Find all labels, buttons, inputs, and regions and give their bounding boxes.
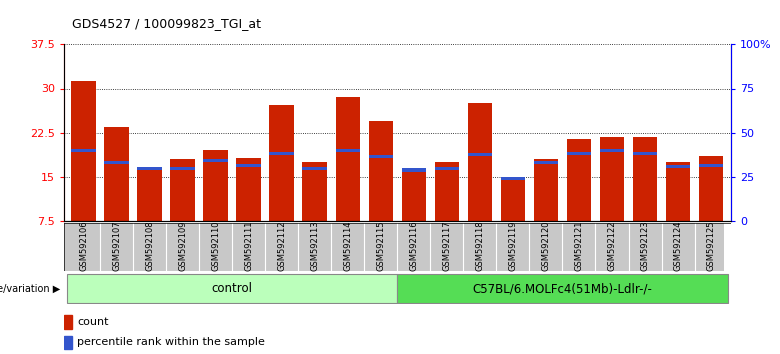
Text: GSM592123: GSM592123 <box>640 221 650 271</box>
Bar <box>335 97 360 221</box>
Bar <box>600 149 624 152</box>
Bar <box>204 159 229 162</box>
Bar <box>566 152 591 155</box>
Bar <box>434 162 459 221</box>
Bar <box>72 149 96 152</box>
Bar <box>137 170 162 221</box>
Bar <box>269 105 294 221</box>
Bar <box>501 178 526 221</box>
Text: GSM592120: GSM592120 <box>541 221 551 271</box>
Text: GSM592119: GSM592119 <box>509 221 517 271</box>
Bar <box>105 161 129 164</box>
Bar <box>303 166 328 170</box>
Text: GSM592115: GSM592115 <box>377 221 385 271</box>
Bar <box>600 137 624 221</box>
Bar <box>434 166 459 170</box>
Bar <box>236 158 261 221</box>
Bar <box>137 166 162 170</box>
Text: C57BL/6.MOLFc4(51Mb)-Ldlr-/-: C57BL/6.MOLFc4(51Mb)-Ldlr-/- <box>473 282 652 295</box>
Bar <box>665 162 690 221</box>
Bar <box>402 168 427 172</box>
Bar <box>72 81 96 221</box>
Text: GSM592116: GSM592116 <box>410 221 418 271</box>
Bar <box>501 177 526 180</box>
Text: control: control <box>212 282 253 295</box>
Text: count: count <box>77 317 108 327</box>
Text: GSM592108: GSM592108 <box>145 221 154 271</box>
Bar <box>335 149 360 152</box>
Text: GSM592107: GSM592107 <box>112 221 121 271</box>
Text: GSM592112: GSM592112 <box>278 221 286 271</box>
Bar <box>171 159 195 221</box>
Text: GSM592111: GSM592111 <box>244 221 254 271</box>
Text: GSM592113: GSM592113 <box>310 221 319 271</box>
Bar <box>467 103 492 221</box>
Text: GSM592125: GSM592125 <box>707 221 715 271</box>
Bar <box>368 121 393 221</box>
Text: GSM592118: GSM592118 <box>476 221 484 271</box>
Bar <box>64 315 73 329</box>
Text: GSM592117: GSM592117 <box>442 221 452 271</box>
Bar <box>368 155 393 158</box>
Bar <box>204 150 229 221</box>
Bar <box>633 137 658 221</box>
Bar <box>665 165 690 168</box>
Bar <box>105 127 129 221</box>
Bar <box>64 336 73 349</box>
Bar <box>67 274 397 303</box>
Text: GDS4527 / 100099823_TGI_at: GDS4527 / 100099823_TGI_at <box>72 17 261 30</box>
Bar <box>633 152 658 155</box>
Bar <box>699 156 723 221</box>
Text: percentile rank within the sample: percentile rank within the sample <box>77 337 265 348</box>
Text: GSM592114: GSM592114 <box>343 221 353 271</box>
Bar <box>303 162 328 221</box>
Bar <box>397 274 728 303</box>
Bar <box>699 164 723 167</box>
Text: GSM592121: GSM592121 <box>575 221 583 271</box>
Text: GSM592110: GSM592110 <box>211 221 220 271</box>
Bar <box>269 152 294 155</box>
Text: genotype/variation ▶: genotype/variation ▶ <box>0 284 60 293</box>
Text: GSM592109: GSM592109 <box>179 221 187 271</box>
Bar <box>171 166 195 170</box>
Bar <box>534 159 558 221</box>
Bar <box>402 172 427 221</box>
Bar <box>236 164 261 167</box>
Bar <box>566 139 591 221</box>
Text: GSM592122: GSM592122 <box>608 221 616 271</box>
Bar <box>534 161 558 164</box>
Text: GSM592124: GSM592124 <box>674 221 682 271</box>
Text: GSM592106: GSM592106 <box>80 221 88 271</box>
Bar <box>467 153 492 156</box>
